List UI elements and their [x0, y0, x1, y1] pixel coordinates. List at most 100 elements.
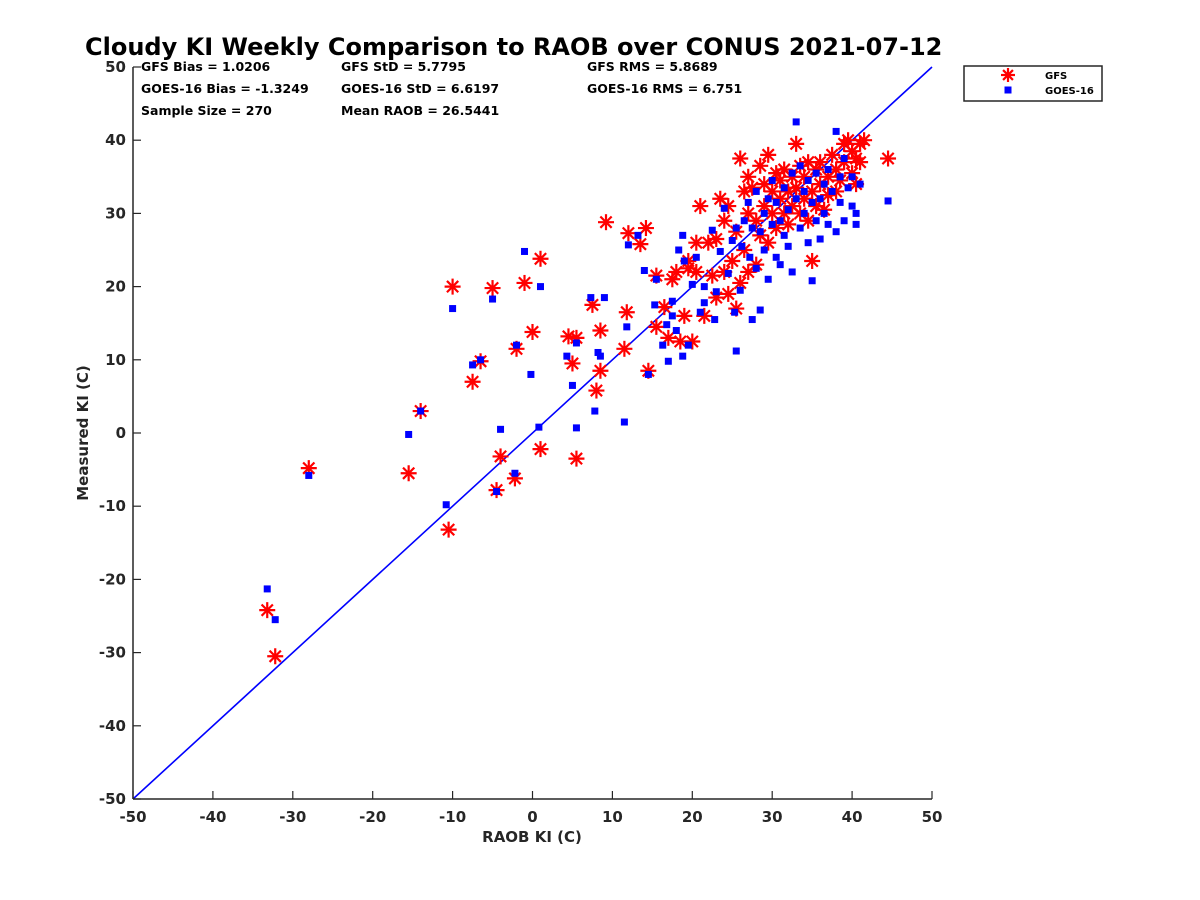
- goes-16-point: [832, 228, 840, 236]
- goes-16-point: [732, 224, 740, 232]
- goes-16-point: [844, 184, 852, 192]
- goes-16-point: [305, 471, 313, 479]
- x-tick-label: 0: [527, 808, 537, 826]
- y-tick-label: -10: [99, 497, 126, 515]
- asterisk-stroke: [585, 298, 599, 312]
- asterisk-stroke: [510, 342, 523, 356]
- goes-16-point: [804, 239, 812, 247]
- asterisk-stroke: [661, 331, 675, 345]
- gfs-point: [508, 340, 525, 357]
- asterisk-stroke: [681, 261, 695, 275]
- asterisk-stroke: [785, 170, 799, 184]
- goes-16-point: [760, 209, 768, 217]
- asterisk-stroke: [508, 471, 522, 485]
- stats-block: GFS Bias = 1.0206 GFS StD = 5.7795 GFS R…: [141, 59, 742, 118]
- goes-16-point: [764, 195, 772, 203]
- asterisk-stroke: [777, 163, 791, 176]
- asterisk-stroke: [621, 226, 635, 240]
- stat-mean-raob: Mean RAOB = 26.5441: [341, 103, 499, 118]
- asterisk-stroke: [713, 192, 727, 206]
- goes-16-point: [884, 197, 892, 205]
- asterisk-stroke: [534, 252, 547, 266]
- asterisk-stroke: [797, 170, 811, 184]
- gfs-point: [259, 602, 276, 619]
- gfs-point: [760, 146, 777, 163]
- y-tick-label: -40: [99, 717, 126, 735]
- x-tick-label: 50: [922, 808, 943, 826]
- series-goes-16: [263, 118, 892, 624]
- asterisk-stroke: [737, 243, 751, 257]
- goes-16-point: [828, 187, 836, 195]
- goes-16-point: [572, 424, 580, 432]
- goes-16-point: [700, 283, 708, 291]
- goes-16-point: [624, 241, 632, 249]
- asterisk-stroke: [757, 177, 771, 191]
- gfs-point: [780, 216, 797, 233]
- goes-16-point: [623, 323, 631, 331]
- gfs-point: [640, 362, 657, 379]
- goes-16-point: [596, 352, 604, 360]
- goes-16-point: [784, 242, 792, 250]
- gfs-point: [788, 179, 805, 196]
- goes-16-point: [720, 204, 728, 212]
- asterisk-stroke: [789, 137, 803, 151]
- goes-16-point: [812, 169, 820, 177]
- goes-16-point: [776, 217, 784, 225]
- asterisk-stroke: [809, 199, 823, 213]
- gfs-point: [704, 267, 721, 284]
- asterisk-stroke: [813, 155, 827, 169]
- goes-16-point: [652, 275, 660, 283]
- goes-16-point: [568, 381, 576, 389]
- goes-16-point: [792, 118, 800, 126]
- goes-16-point: [700, 299, 708, 307]
- asterisk-stroke: [593, 364, 607, 378]
- goes-16-point: [764, 275, 772, 283]
- asterisk-stroke: [769, 221, 783, 235]
- goes-16-point: [449, 305, 457, 313]
- goes-16-point: [816, 235, 824, 243]
- gfs-point: [664, 271, 681, 288]
- asterisk-stroke: [781, 217, 795, 231]
- goes-16-point: [836, 173, 844, 181]
- goes-16-point: [527, 370, 535, 378]
- goes-16-point: [852, 220, 860, 228]
- asterisk-stroke: [709, 291, 723, 305]
- gfs-point: [728, 223, 745, 240]
- asterisk-stroke: [721, 287, 735, 301]
- y-tick-label: -20: [99, 570, 126, 588]
- legend-gfs-label: GFS: [1045, 71, 1067, 82]
- gfs-point: [592, 322, 609, 339]
- asterisk-stroke: [641, 364, 655, 378]
- y-tick-label: 20: [105, 278, 126, 296]
- goes-16-point: [788, 169, 796, 177]
- gfs-point: [804, 252, 821, 269]
- asterisk-stroke: [673, 335, 687, 348]
- goes-16-point: [405, 430, 413, 438]
- goes-16-point: [746, 253, 754, 261]
- asterisk-stroke: [841, 133, 855, 147]
- asterisk-stroke: [534, 442, 547, 456]
- goes-16-point: [672, 327, 680, 335]
- stat-goes-rms: GOES-16 RMS = 6.751: [587, 81, 742, 96]
- goes-16-point: [679, 352, 687, 360]
- goes-16-point: [768, 220, 776, 228]
- gfs-point: [400, 465, 417, 482]
- x-tick-label: 30: [762, 808, 783, 826]
- goes-16-point: [800, 187, 808, 195]
- goes-16-point: [784, 206, 792, 214]
- y-tick-label: -30: [99, 644, 126, 662]
- goes-16-point: [820, 209, 828, 217]
- asterisk-stroke: [633, 237, 647, 251]
- asterisk-stroke: [446, 280, 460, 294]
- series-gfs: [259, 132, 897, 665]
- gfs-point: [568, 450, 585, 467]
- gfs-point: [824, 146, 841, 163]
- goes-16-point: [736, 286, 744, 294]
- legend: GFS GOES-16: [963, 65, 1103, 102]
- goes-16-point: [816, 195, 824, 203]
- goes-16-point: [680, 257, 688, 265]
- gfs-point: [588, 382, 605, 399]
- gfs-point: [620, 225, 637, 242]
- asterisk-stroke: [805, 254, 819, 268]
